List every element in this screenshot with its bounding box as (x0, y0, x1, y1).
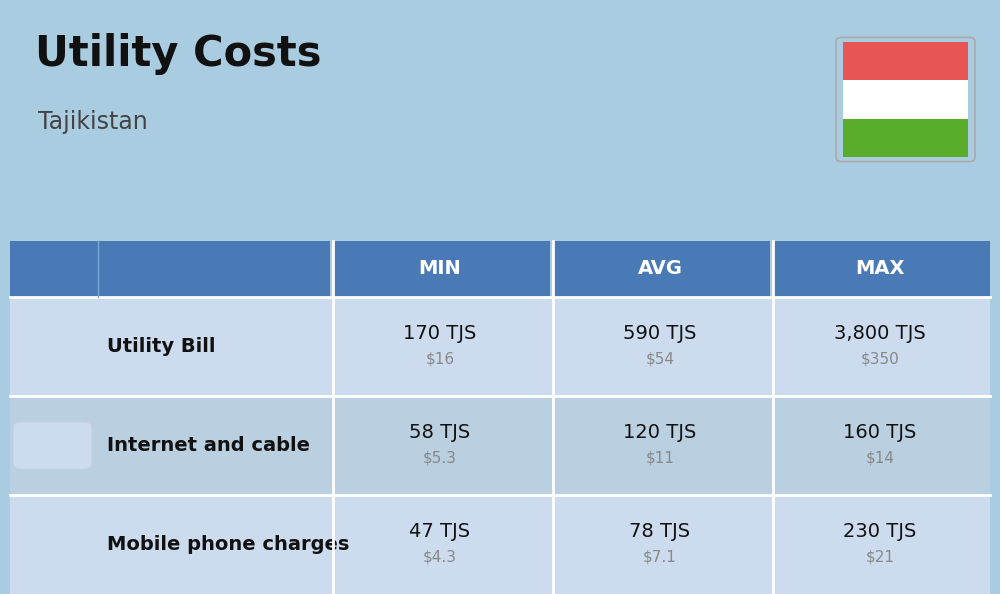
Text: $7.1: $7.1 (643, 550, 677, 565)
Text: $350: $350 (861, 352, 899, 367)
Text: 78 TJS: 78 TJS (629, 522, 691, 541)
Text: 47 TJS: 47 TJS (409, 522, 471, 541)
Text: Internet and cable: Internet and cable (107, 436, 310, 455)
Text: 230 TJS: 230 TJS (843, 522, 917, 541)
Bar (10, 241, 330, 297)
Text: AVG: AVG (637, 260, 682, 278)
Bar (10, 396, 990, 495)
Text: MIN: MIN (419, 260, 461, 278)
Text: Utility Bill: Utility Bill (107, 337, 216, 356)
Text: $11: $11 (645, 451, 674, 466)
Bar (554, 241, 770, 297)
Text: 590 TJS: 590 TJS (623, 324, 697, 343)
Bar (843, 42, 968, 80)
Bar (10, 495, 990, 594)
Text: $14: $14 (865, 451, 894, 466)
Text: 120 TJS: 120 TJS (623, 423, 697, 442)
Text: $21: $21 (865, 550, 894, 565)
Text: 160 TJS: 160 TJS (843, 423, 917, 442)
Bar (10, 297, 990, 396)
Bar (843, 119, 968, 157)
Text: $16: $16 (425, 352, 455, 367)
FancyBboxPatch shape (14, 323, 92, 369)
Bar (334, 241, 550, 297)
Text: 3,800 TJS: 3,800 TJS (834, 324, 926, 343)
Text: $54: $54 (645, 352, 674, 367)
Text: Tajikistan: Tajikistan (38, 110, 148, 134)
Text: 58 TJS: 58 TJS (409, 423, 471, 442)
Text: $4.3: $4.3 (423, 550, 457, 565)
Text: 170 TJS: 170 TJS (403, 324, 477, 343)
Text: MAX: MAX (855, 260, 905, 278)
FancyBboxPatch shape (14, 522, 92, 568)
Bar (843, 80, 968, 119)
Text: Mobile phone charges: Mobile phone charges (107, 535, 349, 554)
Text: $5.3: $5.3 (423, 451, 457, 466)
Bar (774, 241, 990, 297)
FancyBboxPatch shape (14, 422, 92, 469)
Text: Utility Costs: Utility Costs (35, 33, 322, 75)
